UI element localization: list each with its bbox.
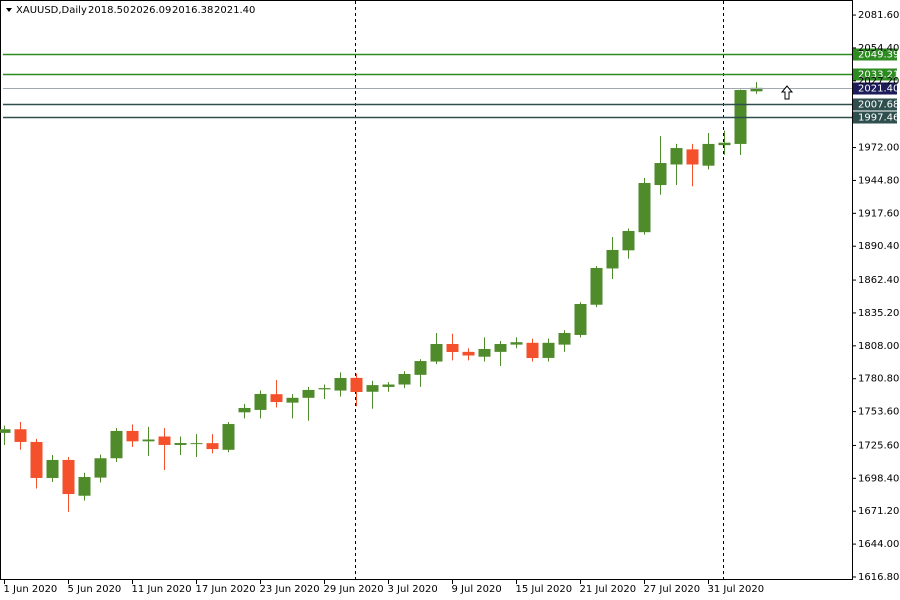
y-tick-label: 1808.00 <box>858 341 899 352</box>
y-tick-label: 1835.20 <box>858 308 899 319</box>
level-label: 2033.21 <box>858 70 899 81</box>
y-tick-label: 1780.80 <box>858 374 899 385</box>
marks <box>0 82 763 512</box>
candle-body <box>0 429 11 433</box>
candle-body <box>558 333 571 345</box>
x-tick-label: 3 Jul 2020 <box>388 584 438 595</box>
candle-body <box>30 441 43 478</box>
level-label-box <box>853 68 897 81</box>
level-label-box <box>853 98 897 111</box>
x-tick-label: 23 Jun 2020 <box>260 584 320 595</box>
candle-body <box>286 397 299 403</box>
level-label: 2021.40 <box>858 84 899 95</box>
candle-body <box>750 87 763 92</box>
candle-body <box>222 424 235 450</box>
candle-body <box>414 361 427 375</box>
x-tick-label: 17 Jun 2020 <box>196 584 256 595</box>
levels: 2049.39 2033.21 2021.40 2007.68 1997.46 <box>3 48 899 124</box>
candle-body <box>590 267 603 305</box>
candle-body <box>398 373 411 385</box>
plot-frame <box>0 0 853 580</box>
header-high: 2026.09 <box>130 5 171 16</box>
header-close: 2021.40 <box>214 5 255 16</box>
candle-body <box>158 436 171 445</box>
header-open: 2018.50 <box>88 5 129 16</box>
header-low: 2016.38 <box>172 5 213 16</box>
symbol: XAUUSD,Daily <box>16 5 87 16</box>
candle-body <box>62 459 75 495</box>
candle-body <box>302 389 315 398</box>
candle-body <box>654 163 667 186</box>
x-tick-label: 21 Jul 2020 <box>580 584 637 595</box>
y-tick-label: 1725.60 <box>858 440 899 451</box>
candle-body <box>334 377 347 391</box>
candle-body <box>142 439 155 442</box>
level-label: 2049.39 <box>858 50 899 61</box>
y-tick-label: 1671.20 <box>858 506 899 517</box>
y-tick-label: 1753.60 <box>858 407 899 418</box>
candle-body <box>206 443 219 450</box>
x-tick-label: 31 Jul 2020 <box>708 584 765 595</box>
candle-body <box>14 429 27 442</box>
candle-body <box>478 348 491 357</box>
candle-body <box>542 342 555 358</box>
y-tick-label: 1698.40 <box>858 473 899 484</box>
candle-body <box>254 393 267 410</box>
candle-body <box>78 476 91 496</box>
level-label-box <box>853 82 897 95</box>
candle-body <box>702 143 715 166</box>
y-tick-label: 2054.40 <box>858 43 899 54</box>
candle-body <box>238 407 251 413</box>
candle-body <box>190 443 203 445</box>
candle-body <box>126 430 139 442</box>
y-tick-label: 1644.00 <box>858 539 899 550</box>
candle-body <box>430 344 443 362</box>
y-tick-label: 2081.60 <box>858 10 899 21</box>
candle-body <box>494 344 507 352</box>
candle-body <box>574 303 587 335</box>
candle-body <box>270 394 283 403</box>
candle-body <box>606 249 619 269</box>
y-tick-label: 1917.60 <box>858 208 899 219</box>
y-tick-label: 1862.40 <box>858 275 899 286</box>
candle-body <box>446 344 459 352</box>
candle-body <box>510 342 523 345</box>
x-tick-label: 29 Jun 2020 <box>324 584 384 595</box>
candle-body <box>526 342 539 359</box>
x-tick-label: 15 Jul 2020 <box>516 584 573 595</box>
x-tick-label: 5 Jun 2020 <box>68 584 122 595</box>
candle-body <box>382 384 395 387</box>
buy-arrow <box>780 85 794 100</box>
candle-body <box>94 458 107 478</box>
candle-body <box>366 385 379 392</box>
x-tick-label: 11 Jun 2020 <box>132 584 192 595</box>
y-tick-label: 1890.40 <box>858 241 899 252</box>
level-label-box <box>853 111 897 124</box>
y-tick-label: 1616.80 <box>858 572 899 583</box>
candle-body <box>174 443 187 445</box>
level-label: 1997.46 <box>858 113 899 124</box>
candle-body <box>318 388 331 390</box>
level-label: 2007.68 <box>858 100 899 111</box>
x-tick-label: 9 Jul 2020 <box>452 584 502 595</box>
candle-body <box>622 230 635 251</box>
level-label-box <box>853 48 897 61</box>
y-tick-label: 1972.00 <box>858 143 899 154</box>
candle-body <box>686 149 699 165</box>
x-tick-label: 27 Jul 2020 <box>644 584 701 595</box>
y-tick-label: 1944.80 <box>858 175 899 186</box>
x-tick-label: 1 Jun 2020 <box>4 584 58 595</box>
candle-body <box>110 430 123 459</box>
candle-body <box>718 142 731 146</box>
candle-body <box>46 459 59 478</box>
menu-triangle[interactable] <box>6 8 12 12</box>
candle-body <box>462 351 475 356</box>
candle-body <box>638 182 651 233</box>
y-tick-label: 2027.20 <box>858 76 899 87</box>
candle-body <box>350 377 363 393</box>
candle-body <box>670 148 683 165</box>
